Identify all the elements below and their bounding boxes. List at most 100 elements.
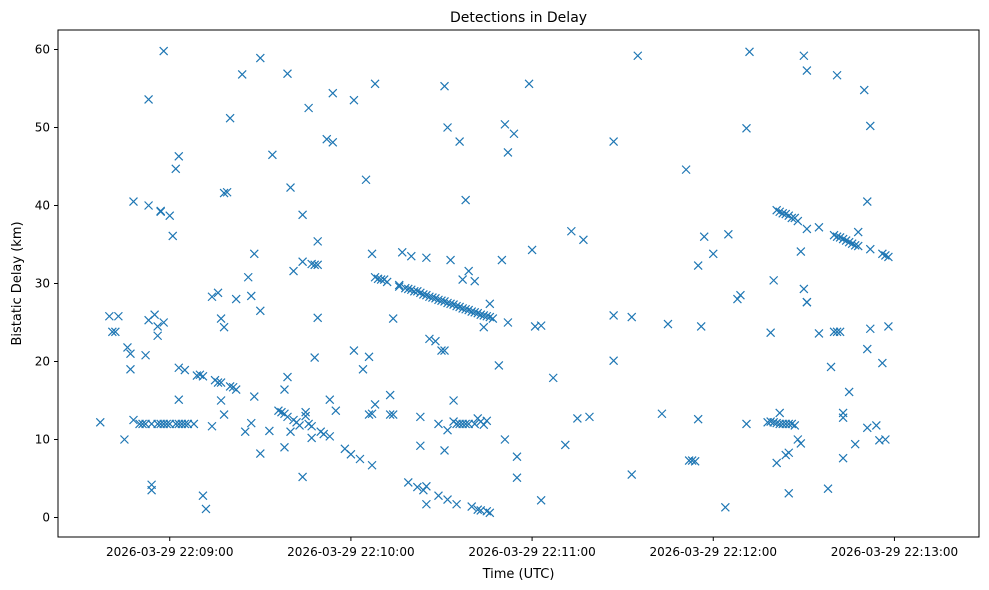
data-point: [424, 292, 434, 302]
data-point: [769, 275, 779, 285]
data-point: [249, 392, 259, 402]
data-point: [449, 396, 459, 405]
data-point: [364, 410, 374, 419]
data-point: [826, 362, 836, 372]
data-point: [434, 295, 443, 305]
data-point: [428, 293, 437, 302]
data-point: [388, 314, 398, 324]
data-point: [388, 410, 398, 419]
data-point: [883, 321, 893, 331]
data-point: [213, 378, 223, 387]
data-point: [310, 260, 320, 270]
data-point: [367, 409, 377, 419]
data-point: [823, 484, 833, 494]
data-point: [627, 312, 637, 322]
x-tick-label: 2026-03-29 22:13:00: [831, 545, 958, 559]
data-point: [174, 363, 184, 373]
data-point: [769, 417, 779, 427]
data-point: [536, 321, 546, 331]
data-point: [883, 252, 893, 262]
data-point: [814, 328, 824, 338]
data-point: [434, 491, 443, 501]
data-point: [663, 319, 673, 329]
data-point: [461, 195, 471, 205]
data-point: [421, 253, 431, 263]
data-points: [95, 46, 893, 518]
data-point: [231, 385, 241, 395]
data-point: [358, 364, 368, 374]
data-point: [512, 473, 522, 483]
data-point: [784, 419, 794, 429]
x-axis-ticks: 2026-03-29 22:09:00 2026-03-29 22:10:00 20…: [106, 537, 958, 559]
data-point: [243, 272, 253, 282]
data-point: [349, 95, 359, 105]
data-point: [784, 488, 794, 498]
data-point: [814, 222, 824, 232]
data-point: [171, 164, 181, 174]
data-point: [397, 247, 407, 257]
data-point: [113, 311, 123, 321]
data-point: [129, 415, 138, 425]
data-point: [527, 245, 537, 255]
data-point: [443, 495, 452, 504]
data-point: [461, 419, 471, 429]
data-point: [283, 412, 292, 422]
data-point: [696, 321, 706, 331]
data-point: [412, 482, 422, 492]
data-point: [150, 310, 160, 320]
data-point: [225, 113, 235, 123]
data-point: [307, 433, 317, 443]
data-point: [246, 418, 256, 428]
y-axis-label: Bistatic Delay (km): [10, 221, 25, 345]
data-point: [479, 311, 489, 320]
data-point: [216, 378, 226, 387]
data-point: [162, 419, 172, 429]
data-point: [509, 129, 519, 139]
data-point: [289, 266, 298, 276]
data-point: [787, 213, 797, 223]
data-point: [835, 327, 845, 337]
data-point: [370, 79, 380, 89]
data-point: [572, 414, 582, 423]
data-point: [304, 103, 314, 113]
data-point: [693, 261, 703, 270]
data-point: [862, 423, 872, 433]
data-point: [319, 429, 329, 439]
data-point: [880, 435, 890, 444]
data-point: [409, 286, 419, 296]
data-point: [503, 148, 513, 157]
data-point: [301, 411, 311, 421]
data-point: [778, 208, 788, 218]
data-point: [871, 421, 881, 430]
data-point: [443, 123, 452, 132]
y-tick-label: 50: [35, 121, 50, 135]
data-point: [503, 318, 513, 327]
data-point: [415, 441, 425, 451]
data-point: [198, 491, 208, 501]
data-point: [467, 502, 477, 512]
data-point: [802, 224, 812, 234]
data-point: [461, 304, 471, 314]
data-point: [470, 419, 480, 429]
data-point: [742, 123, 751, 133]
data-point: [403, 477, 413, 487]
data-point: [174, 151, 184, 161]
data-point: [376, 275, 386, 285]
data-point: [246, 291, 256, 301]
data-point: [104, 311, 114, 321]
data-point: [418, 485, 428, 495]
data-point: [850, 439, 860, 449]
data-point: [110, 327, 120, 337]
data-point: [609, 356, 619, 366]
data-point: [733, 294, 742, 304]
data-point: [832, 327, 842, 337]
y-tick-label: 40: [35, 199, 50, 213]
data-point: [283, 372, 292, 382]
data-point: [452, 301, 462, 311]
data-point: [237, 70, 247, 79]
data-point: [325, 395, 335, 405]
data-point: [219, 322, 229, 332]
data-point: [298, 472, 308, 482]
data-point: [216, 314, 226, 324]
